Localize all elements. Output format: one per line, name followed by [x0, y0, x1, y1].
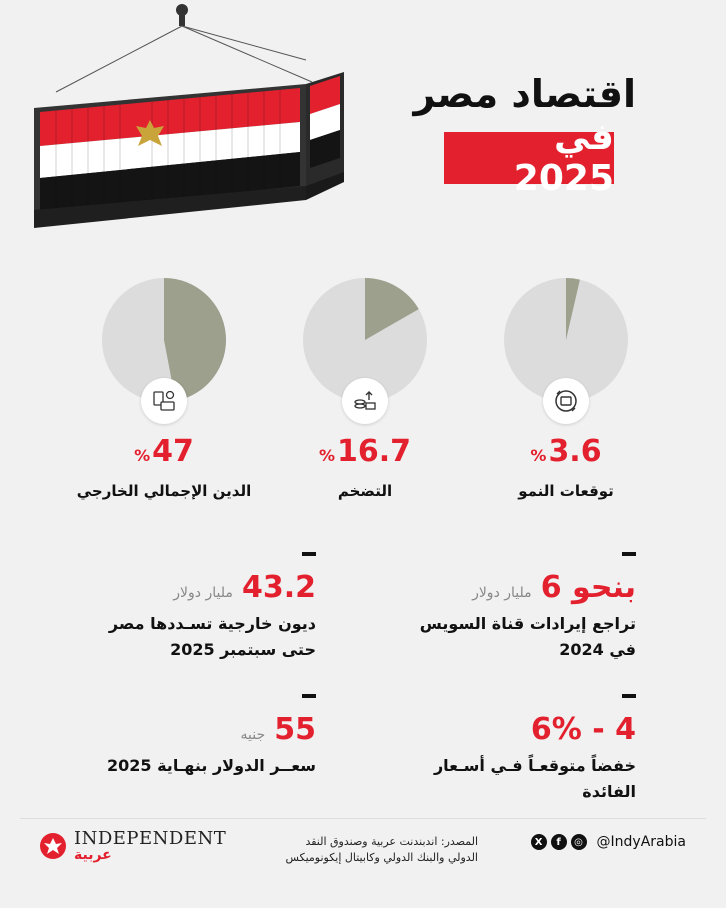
- divider-dash: [302, 552, 316, 556]
- stat-value-growth: %3.6: [530, 434, 602, 469]
- facebook-icon[interactable]: f: [550, 834, 567, 850]
- brand-name: INDEPENDENT: [74, 828, 227, 849]
- stat-value-external-debt: %47: [134, 434, 194, 469]
- pie-slice: [164, 278, 226, 401]
- pie-chart-external-debt: [102, 278, 226, 402]
- stat-value-inflation: %16.7: [318, 434, 412, 469]
- stat-label-inflation: التضخم: [337, 482, 393, 500]
- fact-unit: مليار دولار: [173, 585, 233, 601]
- pie-slice: [566, 278, 580, 340]
- stat-label-external-debt: الدين الإجمالي الخارجي: [76, 482, 252, 500]
- pie-slice: [365, 278, 419, 340]
- fact-big-value: بنحو 6: [540, 570, 636, 605]
- footer-divider: [20, 818, 706, 819]
- divider-dash: [622, 552, 636, 556]
- stat-growth: %3.6 توقعات النمو: [498, 278, 634, 500]
- social-handle[interactable]: @IndyArabia: [596, 834, 686, 850]
- fact-suez-revenue: بنحو 6 مليار دولار تراجع إيرادات قناة ال…: [386, 552, 636, 663]
- divider-dash: [622, 694, 636, 698]
- page-title: اقتصاد مصر: [413, 72, 636, 116]
- year-badge: في 2025: [444, 117, 614, 199]
- x-icon[interactable]: X: [530, 834, 547, 850]
- fact-unit: جنيه: [240, 727, 266, 743]
- fact-big-value: 4 - 6%: [530, 712, 636, 747]
- fact-big-value: 55: [274, 712, 316, 747]
- instagram-icon[interactable]: ◎: [570, 834, 587, 850]
- source-note: المصدر: اندبندنت عربية وصندوق النقد الدو…: [285, 835, 478, 864]
- fact-external-debt-due: 43.2 مليار دولار ديون خارجية تسـددها مصر…: [76, 552, 316, 663]
- brand-name-arabic: عربية: [74, 847, 112, 863]
- pie-chart-growth: [504, 278, 628, 402]
- fact-value-row: 4 - 6%: [386, 712, 636, 747]
- eagle-logo-icon: [40, 832, 66, 859]
- independent-logo: INDEPENDENT عربية: [40, 828, 226, 863]
- fact-value-row: 43.2 مليار دولار: [76, 570, 316, 605]
- divider-dash: [302, 694, 316, 698]
- calculator-card-icon: [141, 378, 187, 424]
- stat-inflation: %16.7 التضخم: [297, 278, 433, 500]
- fact-dollar-rate: 55 جنيه سعــر الدولار بنهـاية 2025: [76, 694, 316, 779]
- fact-big-value: 43.2: [241, 570, 316, 605]
- fact-value-row: بنحو 6 مليار دولار: [386, 570, 636, 605]
- fact-description: خفضاً متوقعـاً فـي أسـعار الفائدة: [433, 756, 636, 801]
- stat-label-growth: توقعات النمو: [518, 482, 614, 500]
- fact-description: سعــر الدولار بنهـاية 2025: [107, 756, 316, 775]
- coins-rising-icon: [342, 378, 388, 424]
- fact-description: تراجع إيرادات قناة السويس في 2024: [419, 614, 636, 659]
- stat-external-debt: %47 الدين الإجمالي الخارجي: [77, 278, 251, 500]
- fact-unit: مليار دولار: [472, 585, 532, 601]
- fact-description: ديون خارجية تسـددها مصر حتى سبتمبر 2025: [108, 614, 316, 659]
- fact-interest-rate: 4 - 6% خفضاً متوقعـاً فـي أسـعار الفائدة: [386, 694, 636, 805]
- pie-chart-inflation: [303, 278, 427, 402]
- footer-social: X f ◎ @IndyArabia: [530, 834, 686, 850]
- money-exchange-icon: [543, 378, 589, 424]
- fact-value-row: 55 جنيه: [76, 712, 316, 747]
- egypt-flag-container-illustration: [34, 4, 344, 228]
